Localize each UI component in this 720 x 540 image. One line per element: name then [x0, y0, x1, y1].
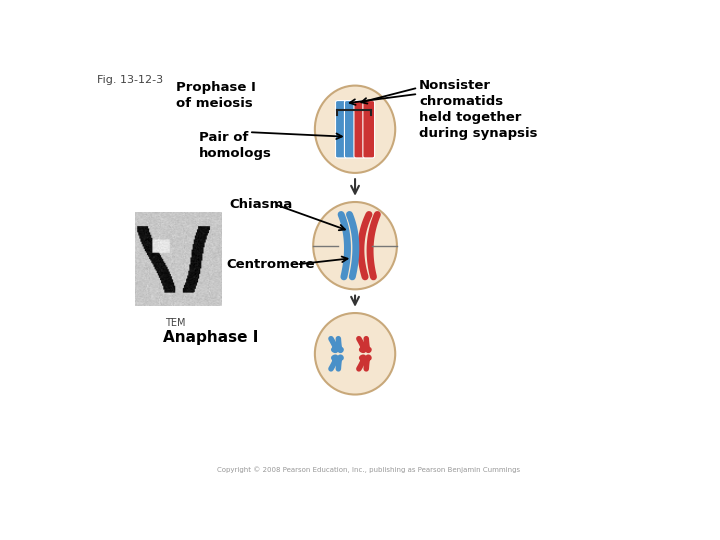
Text: Chiasma: Chiasma: [230, 198, 293, 211]
Text: Prophase I
of meiosis: Prophase I of meiosis: [176, 82, 256, 111]
FancyBboxPatch shape: [336, 100, 347, 158]
Ellipse shape: [313, 202, 397, 289]
Text: Copyright © 2008 Pearson Education, Inc., publishing as Pearson Benjamin Cumming: Copyright © 2008 Pearson Education, Inc.…: [217, 467, 521, 473]
Text: Pair of
homologs: Pair of homologs: [199, 131, 271, 160]
FancyBboxPatch shape: [344, 100, 356, 158]
Text: Centromere: Centromere: [227, 258, 315, 271]
Text: TEM: TEM: [165, 318, 185, 328]
FancyBboxPatch shape: [363, 100, 374, 158]
FancyBboxPatch shape: [354, 100, 366, 158]
Ellipse shape: [315, 85, 395, 173]
Text: Anaphase I: Anaphase I: [163, 329, 258, 345]
Text: Nonsister
chromatids
held together
during synapsis: Nonsister chromatids held together durin…: [419, 79, 538, 140]
Text: Fig. 13-12-3: Fig. 13-12-3: [96, 75, 163, 85]
Ellipse shape: [315, 313, 395, 395]
